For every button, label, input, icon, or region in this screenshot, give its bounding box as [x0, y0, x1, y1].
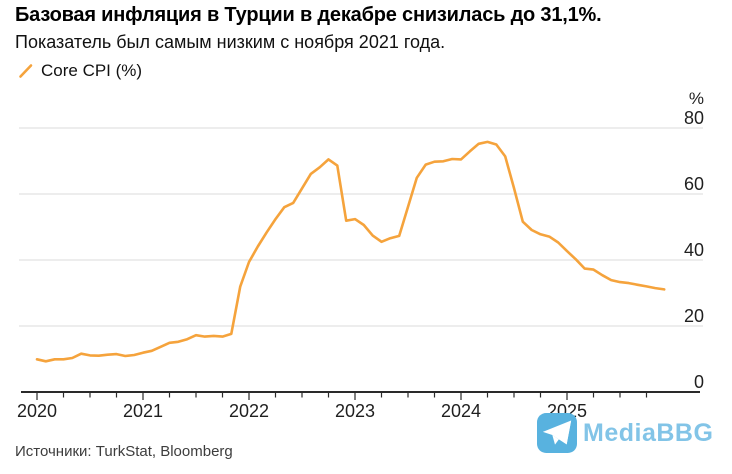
- x-tick-label-2020: 2020: [17, 401, 57, 421]
- x-tick-label-2023: 2023: [335, 401, 375, 421]
- y-tick-label-60: 60: [684, 174, 704, 194]
- chart-title: Базовая инфляция в Турции в декабре сниз…: [15, 4, 602, 26]
- watermark: MediaBBG: [537, 413, 713, 453]
- y-tick-label-80: 80: [684, 108, 704, 128]
- y-tick-label-20: 20: [684, 306, 704, 326]
- telegram-icon: [537, 413, 577, 453]
- core-cpi-line: [35, 140, 666, 363]
- x-tick-label-2024: 2024: [441, 401, 481, 421]
- legend: Core CPI (%): [18, 61, 142, 81]
- source-note: Источники: TurkStat, Bloomberg: [15, 443, 233, 460]
- y-tick-label-0: 0: [694, 372, 704, 392]
- chart-subtitle: Показатель был самым низким с ноября 202…: [15, 32, 446, 52]
- line-series-swatch-icon: [19, 64, 33, 78]
- y-tick-label-40: 40: [684, 240, 704, 260]
- y-axis-unit-label: %: [689, 89, 704, 108]
- legend-label: Core CPI (%): [41, 61, 143, 80]
- watermark-text: MediaBBG: [583, 418, 714, 447]
- x-tick-label-2021: 2021: [123, 401, 163, 421]
- x-tick-label-2022: 2022: [229, 401, 269, 421]
